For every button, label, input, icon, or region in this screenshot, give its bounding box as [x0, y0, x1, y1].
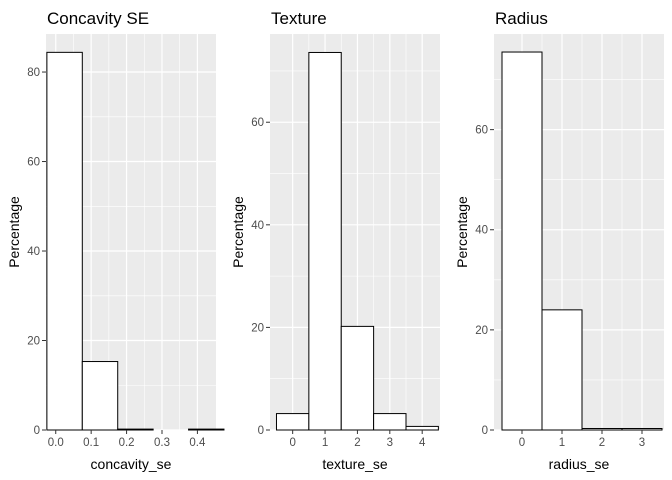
y-tick-label: 0	[34, 425, 40, 437]
y-tick-label: 0	[258, 425, 264, 437]
x-tick-label: 1	[322, 437, 328, 449]
histogram-bar	[117, 428, 154, 431]
x-tick-label: 0.4	[189, 437, 206, 449]
y-tick-label: 0	[482, 425, 488, 437]
histogram-bar	[541, 309, 583, 431]
histogram-bar	[373, 413, 407, 431]
chart-title: Texture	[271, 9, 327, 28]
x-tick-label: 0.1	[83, 437, 99, 449]
y-tick-label: 40	[27, 246, 40, 258]
x-tick-label: 0.2	[119, 437, 135, 449]
x-axis-title: texture_se	[322, 456, 388, 472]
y-axis-title: Percentage	[6, 196, 22, 268]
histogram-panel-3: 0 20 40 60 0 1 2 3 radius_se Percentage Radius	[454, 9, 664, 472]
histogram-panel-2: 0 20 40 60 0 1 2 3 4 texture_se Percentage Texture	[230, 9, 440, 472]
x-tick-label: 0.3	[154, 437, 170, 449]
y-tick-label: 40	[475, 225, 488, 237]
y-tick-label: 60	[27, 157, 40, 169]
x-tick-label: 2	[354, 437, 360, 449]
histogram-bar	[501, 51, 543, 431]
histogram-panel-1: 0 20 40 60 80 0.0 0.1 0.2 0.3 0.4 concavity_se Perc…	[6, 9, 225, 472]
histogram-bar	[405, 425, 439, 431]
x-axis-title: concavity_se	[91, 456, 172, 472]
y-tick-label: 40	[251, 220, 264, 232]
y-tick-label: 60	[251, 117, 264, 129]
x-tick-label: 0.0	[48, 437, 64, 449]
histogram-bar	[308, 51, 342, 431]
y-axis-title: Percentage	[454, 196, 470, 268]
chart-title: Radius	[495, 9, 548, 28]
histogram-bar	[621, 427, 663, 431]
x-tick-label: 4	[419, 437, 426, 449]
histogram-bar	[581, 427, 623, 431]
x-tick-label: 2	[599, 437, 605, 449]
x-tick-label: 0	[519, 437, 525, 449]
y-tick-label: 20	[27, 336, 40, 348]
x-tick-label: 3	[387, 437, 393, 449]
histogram-bar	[275, 413, 310, 431]
y-tick-label: 80	[27, 67, 40, 79]
y-axis-title: Percentage	[230, 196, 246, 268]
y-tick-label: 20	[251, 322, 264, 334]
y-tick-label: 20	[475, 325, 488, 337]
histogram-bar	[340, 325, 375, 431]
histogram-bar	[46, 51, 83, 431]
histogram-bar	[188, 428, 225, 431]
y-tick-label: 60	[475, 125, 488, 137]
chart-title: Concavity SE	[47, 9, 149, 28]
x-tick-label: 0	[289, 437, 295, 449]
x-tick-label: 1	[559, 437, 565, 449]
histogram-bar	[81, 361, 119, 431]
x-tick-label: 3	[639, 437, 645, 449]
x-axis-title: radius_se	[549, 456, 610, 472]
